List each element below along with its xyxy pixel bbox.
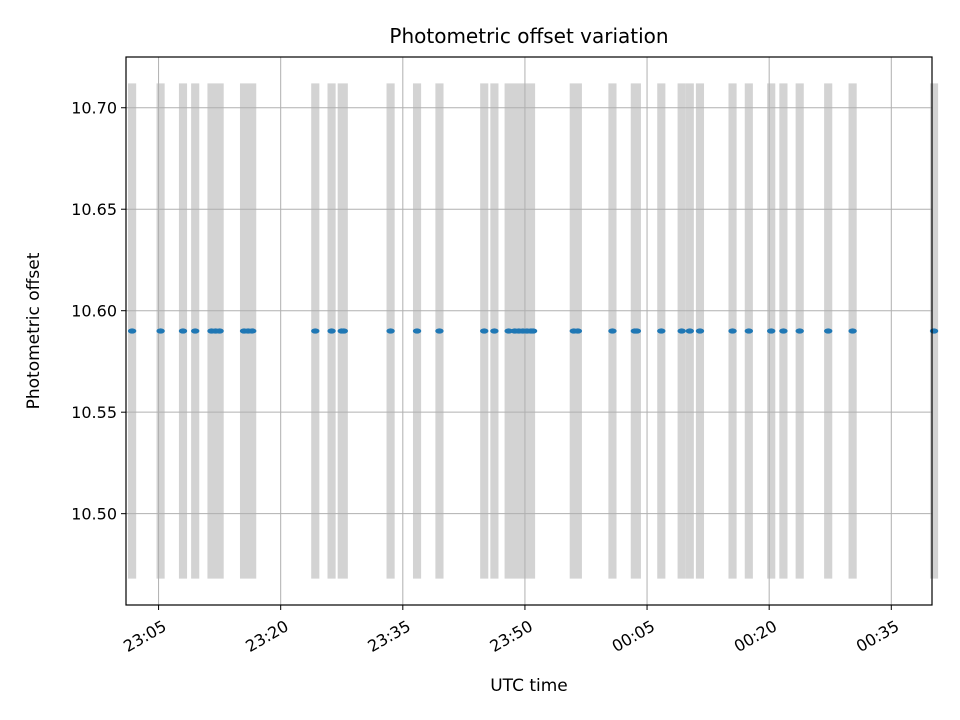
data-point [156, 328, 165, 334]
x-axis-ticks: 23:05 23:20 23:35 23:50 00:05 00:20 00:35 [120, 605, 902, 656]
x-tick-label: 23:50 [486, 616, 535, 656]
data-point [178, 328, 188, 334]
data-point [504, 328, 513, 334]
x-tick-label: 23:35 [364, 616, 413, 656]
y-tick-label: 10.50 [71, 505, 117, 524]
grid-lines [126, 57, 932, 605]
data-point [632, 328, 642, 334]
data-point [412, 328, 422, 334]
data-point [127, 328, 137, 334]
data-point [929, 328, 939, 334]
y-tick-label: 10.70 [71, 99, 117, 118]
data-point [695, 328, 705, 334]
chart-title: Photometric offset variation [389, 24, 668, 48]
data-point [779, 328, 788, 334]
data-point [795, 328, 804, 334]
x-tick-label: 00:20 [731, 616, 780, 656]
data-point [823, 328, 833, 334]
data-point [435, 328, 444, 334]
x-tick-label: 00:35 [853, 616, 902, 656]
data-point [311, 328, 320, 334]
y-axis-label: Photometric offset [24, 252, 44, 409]
y-axis-ticks: 10.50 10.55 10.60 10.65 10.70 [71, 99, 126, 524]
data-point [215, 328, 224, 334]
x-tick-label: 23:05 [120, 616, 169, 656]
data-point [573, 328, 583, 334]
data-point [685, 328, 694, 334]
data-point [677, 328, 686, 334]
y-tick-label: 10.60 [71, 302, 117, 321]
data-point [728, 328, 737, 334]
data-point [528, 328, 538, 334]
data-point [327, 328, 336, 334]
data-point [247, 328, 257, 334]
x-tick-label: 00:05 [609, 616, 658, 656]
data-point [608, 328, 617, 334]
axes-frame [125, 56, 933, 606]
data-point [191, 328, 200, 334]
data-point [848, 328, 857, 334]
data-point [480, 328, 489, 334]
data-point [339, 328, 348, 334]
data-point [490, 328, 499, 334]
x-tick-label: 23:20 [242, 616, 291, 656]
data-point [386, 328, 395, 334]
data-points [127, 328, 939, 334]
y-tick-label: 10.65 [71, 200, 117, 219]
data-point [744, 328, 754, 334]
x-axis-label: UTC time [490, 676, 568, 696]
y-tick-label: 10.55 [71, 403, 117, 422]
data-point [657, 328, 666, 334]
data-point [767, 328, 776, 334]
